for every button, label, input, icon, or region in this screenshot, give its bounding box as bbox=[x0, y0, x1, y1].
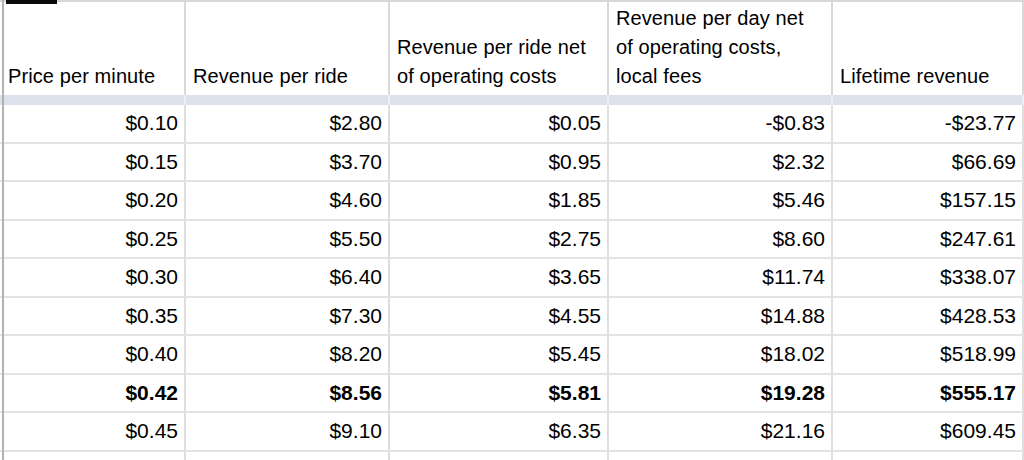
table-row: $0.30 $6.40 $3.65 $11.74 $338.07 bbox=[0, 259, 1024, 298]
header-cell-revenue-net-costs[interactable]: Revenue per ride net of operating costs bbox=[390, 0, 609, 97]
table-row: $0.35 $7.30 $4.55 $14.88 $428.53 bbox=[0, 298, 1024, 337]
header-cell-price-per-minute[interactable]: Price per minute bbox=[0, 0, 186, 97]
cell[interactable]: $2.75 bbox=[390, 221, 609, 260]
frozen-band-segment bbox=[609, 95, 833, 105]
cell[interactable]: $0.35 bbox=[0, 298, 186, 337]
cell[interactable]: $4.60 bbox=[186, 182, 390, 221]
top-left-marker bbox=[6, 0, 57, 4]
table-row: $0.42 $8.56 $5.81 $19.28 $555.17 bbox=[0, 375, 1024, 414]
cell[interactable]: $6.35 bbox=[390, 413, 609, 452]
spreadsheet: Price per minute Revenue per ride Revenu… bbox=[0, 0, 1024, 460]
table-row: $0.15 $3.70 $0.95 $2.32 $66.69 bbox=[0, 144, 1024, 183]
cell[interactable]: $8.20 bbox=[186, 336, 390, 375]
cell[interactable]: $8.60 bbox=[609, 221, 833, 260]
cell[interactable]: $5.46 bbox=[609, 182, 833, 221]
frozen-row-divider bbox=[0, 95, 1024, 105]
cell[interactable]: $0.95 bbox=[390, 144, 609, 183]
cell[interactable]: $0.25 bbox=[0, 221, 186, 260]
top-gridline bbox=[0, 0, 1024, 2]
cell[interactable]: -$23.77 bbox=[833, 105, 1024, 144]
cell bbox=[186, 452, 390, 460]
table-body: $0.10 $2.80 $0.05 -$0.83 -$23.77 $0.15 $… bbox=[0, 105, 1024, 452]
cell[interactable]: $8.56 bbox=[186, 375, 390, 414]
cell[interactable]: $66.69 bbox=[833, 144, 1024, 183]
cell[interactable]: $1.85 bbox=[390, 182, 609, 221]
cell bbox=[609, 452, 833, 460]
cell[interactable]: $0.45 bbox=[0, 413, 186, 452]
cell[interactable]: $2.32 bbox=[609, 144, 833, 183]
cell[interactable]: $21.16 bbox=[609, 413, 833, 452]
table-row: $0.45 $9.10 $6.35 $21.16 $609.45 bbox=[0, 413, 1024, 452]
cell[interactable]: $3.65 bbox=[390, 259, 609, 298]
cell[interactable]: $0.20 bbox=[0, 182, 186, 221]
header-cell-revenue-per-ride[interactable]: Revenue per ride bbox=[186, 0, 390, 97]
frozen-band-segment bbox=[0, 95, 186, 105]
cell[interactable]: $428.53 bbox=[833, 298, 1024, 337]
cell[interactable]: $0.05 bbox=[390, 105, 609, 144]
table-row: $0.25 $5.50 $2.75 $8.60 $247.61 bbox=[0, 221, 1024, 260]
cell[interactable]: $0.30 bbox=[0, 259, 186, 298]
cell bbox=[833, 452, 1024, 460]
cell[interactable]: $6.40 bbox=[186, 259, 390, 298]
cell[interactable]: $18.02 bbox=[609, 336, 833, 375]
cell[interactable]: $0.15 bbox=[0, 144, 186, 183]
cell[interactable]: $3.70 bbox=[186, 144, 390, 183]
cell[interactable]: $0.40 bbox=[0, 336, 186, 375]
cell[interactable]: $5.45 bbox=[390, 336, 609, 375]
header-cell-lifetime-revenue[interactable]: Lifetime revenue bbox=[833, 0, 1024, 97]
frozen-band-segment bbox=[833, 95, 1024, 105]
cell[interactable]: $518.99 bbox=[833, 336, 1024, 375]
cell[interactable]: $4.55 bbox=[390, 298, 609, 337]
header-cell-revenue-per-day[interactable]: Revenue per day net of operating costs, … bbox=[609, 0, 833, 97]
cell[interactable]: $0.42 bbox=[0, 375, 186, 414]
frozen-band-segment bbox=[186, 95, 390, 105]
cell bbox=[390, 452, 609, 460]
table-row: $0.20 $4.60 $1.85 $5.46 $157.15 bbox=[0, 182, 1024, 221]
cell[interactable]: $5.81 bbox=[390, 375, 609, 414]
left-gridline bbox=[2, 0, 4, 460]
cell[interactable]: $11.74 bbox=[609, 259, 833, 298]
cell[interactable]: -$0.83 bbox=[609, 105, 833, 144]
cell[interactable]: $14.88 bbox=[609, 298, 833, 337]
cell bbox=[0, 452, 186, 460]
cell[interactable]: $9.10 bbox=[186, 413, 390, 452]
frozen-band-segment bbox=[390, 95, 609, 105]
table-row: $0.10 $2.80 $0.05 -$0.83 -$23.77 bbox=[0, 105, 1024, 144]
cell[interactable]: $19.28 bbox=[609, 375, 833, 414]
cell[interactable]: $338.07 bbox=[833, 259, 1024, 298]
header-row: Price per minute Revenue per ride Revenu… bbox=[0, 0, 1024, 95]
cell[interactable]: $2.80 bbox=[186, 105, 390, 144]
cell[interactable]: $609.45 bbox=[833, 413, 1024, 452]
cell[interactable]: $247.61 bbox=[833, 221, 1024, 260]
partial-row bbox=[0, 452, 1024, 460]
cell[interactable]: $157.15 bbox=[833, 182, 1024, 221]
cell[interactable]: $0.10 bbox=[0, 105, 186, 144]
cell[interactable]: $555.17 bbox=[833, 375, 1024, 414]
cell[interactable]: $5.50 bbox=[186, 221, 390, 260]
table-row: $0.40 $8.20 $5.45 $18.02 $518.99 bbox=[0, 336, 1024, 375]
cell[interactable]: $7.30 bbox=[186, 298, 390, 337]
